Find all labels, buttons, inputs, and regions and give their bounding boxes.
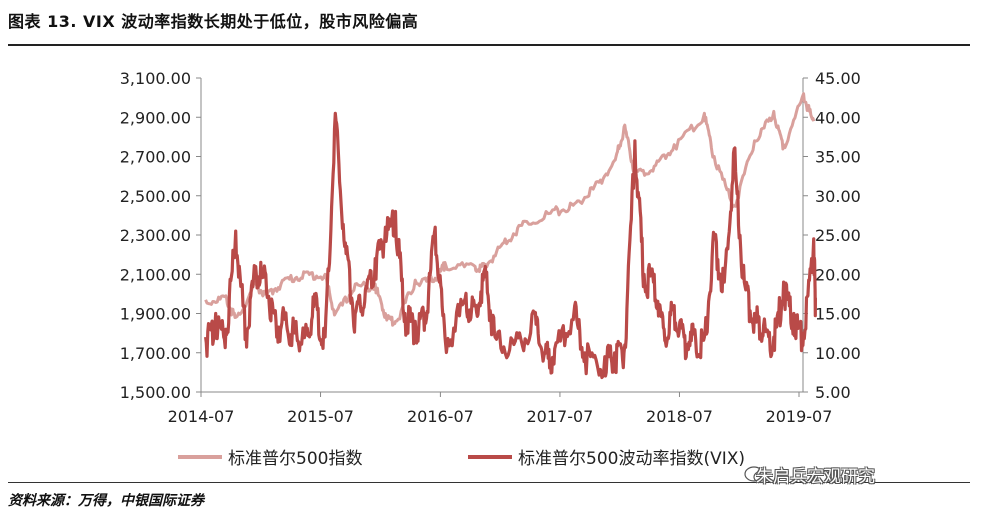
right-tick-label: 40.00	[815, 108, 861, 127]
right-tick-label: 5.00	[815, 383, 851, 402]
footer-rule	[8, 482, 970, 483]
left-tick-label: 3,100.00	[120, 69, 191, 88]
legend: 标准普尔500指数 标准普尔500波动率指数(VIX)	[178, 449, 745, 469]
x-tick-label: 2018-07	[646, 407, 713, 426]
x-tick-label: 2016-07	[407, 407, 474, 426]
x-axis-ticks: 2014-07 2015-07 2016-07 2017-07 2018-07 2019-…	[168, 392, 833, 426]
series-group	[204, 92, 817, 380]
watermark-text: 朱启兵宏观研究	[756, 467, 875, 487]
left-axis-ticks: 1,500.00 1,700.00 1,900.00 2,100.00 2,300.00…	[120, 69, 201, 402]
right-tick-label: 30.00	[815, 187, 861, 206]
legend-item-sp500: 标准普尔500指数	[178, 449, 362, 469]
right-tick-label: 20.00	[815, 265, 861, 284]
vix-line	[204, 111, 817, 380]
right-tick-label: 15.00	[815, 305, 861, 324]
sp500-line	[204, 92, 816, 327]
right-axis-ticks: 5.00 10.00 15.00 20.00 25.00 30.00 35.00 40.00 4…	[803, 69, 861, 402]
left-tick-label: 1,900.00	[120, 305, 191, 324]
left-tick-label: 2,700.00	[120, 148, 191, 167]
legend-item-vix: 标准普尔500波动率指数(VIX)	[468, 449, 745, 469]
x-tick-label: 2019-07	[766, 407, 833, 426]
wechat-icon	[744, 466, 769, 484]
left-tick-label: 1,500.00	[120, 383, 191, 402]
x-tick-label: 2015-07	[287, 407, 354, 426]
x-tick-label: 2017-07	[527, 407, 594, 426]
left-tick-label: 2,900.00	[120, 108, 191, 127]
x-tick-label: 2014-07	[168, 407, 235, 426]
source-note: 资料来源：万得，中银国际证券	[8, 493, 204, 509]
legend-label: 标准普尔500波动率指数(VIX)	[518, 449, 745, 469]
right-tick-label: 45.00	[815, 69, 861, 88]
right-tick-label: 25.00	[815, 226, 861, 245]
right-tick-label: 10.00	[815, 344, 861, 363]
chart-area: 1,500.00 1,700.00 1,900.00 2,100.00 2,300.00…	[120, 69, 861, 469]
chart-title: 图表 13. VIX 波动率指数长期处于低位，股市风险偏高	[8, 12, 419, 31]
title-rule	[8, 44, 970, 46]
left-tick-label: 2,500.00	[120, 187, 191, 206]
left-tick-label: 1,700.00	[120, 344, 191, 363]
right-tick-label: 35.00	[815, 148, 861, 167]
legend-label: 标准普尔500指数	[228, 449, 362, 469]
left-tick-label: 2,100.00	[120, 265, 191, 284]
left-tick-label: 2,300.00	[120, 226, 191, 245]
